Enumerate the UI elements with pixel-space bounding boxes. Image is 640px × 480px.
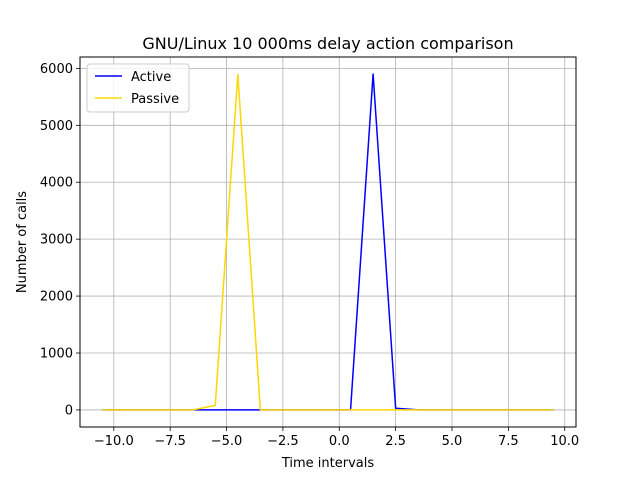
- x-tick-label: −7.5: [154, 434, 186, 449]
- y-tick-label: 2000: [40, 290, 73, 305]
- y-axis-label: Number of calls: [15, 191, 30, 293]
- chart-title: GNU/Linux 10 000ms delay action comparis…: [142, 34, 513, 53]
- x-tick-label: 5.0: [442, 434, 463, 449]
- y-tick-label: 4000: [40, 176, 73, 191]
- y-tick-label: 6000: [40, 62, 73, 77]
- y-tick-label: 5000: [40, 119, 73, 134]
- y-tick-label: 3000: [40, 233, 73, 248]
- x-tick-label: 10.0: [550, 434, 579, 449]
- legend-label-active: Active: [131, 70, 171, 85]
- series-layer: [102, 73, 554, 411]
- x-tick-label: 7.5: [498, 434, 519, 449]
- y-tick-label: 0: [65, 403, 73, 418]
- legend: Active Passive: [86, 63, 190, 113]
- x-tick-label: −5.0: [211, 434, 243, 449]
- plot-frame: [79, 56, 577, 428]
- y-axis-ticks: 0 1000 2000 3000 4000 5000 6000: [40, 62, 80, 418]
- x-axis-ticks: −10.0 −7.5 −5.0 −2.5 0.0 2.5 5.0 7.5 10.0: [94, 427, 579, 449]
- x-tick-label: −10.0: [94, 434, 134, 449]
- x-tick-label: −2.5: [267, 434, 299, 449]
- y-tick-label: 1000: [40, 347, 73, 362]
- series-line-passive: [102, 73, 554, 411]
- x-axis-label: Time intervals: [281, 456, 375, 471]
- x-tick-label: 0.0: [329, 434, 350, 449]
- x-tick-label: 2.5: [385, 434, 406, 449]
- legend-label-passive: Passive: [131, 92, 179, 107]
